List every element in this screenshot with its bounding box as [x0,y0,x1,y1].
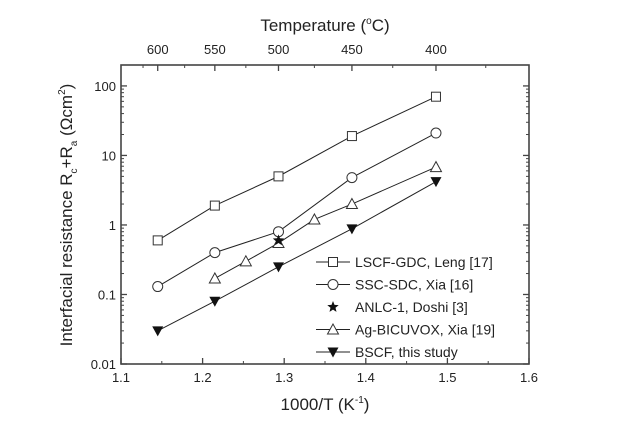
top-tick-label: 400 [425,42,447,57]
x-tick-label: 1.2 [194,370,212,385]
series-4 [152,177,442,337]
y-tick-label: 1 [109,218,116,233]
top-tick-label: 500 [268,42,290,57]
legend-label: SSC-SDC, Xia [16] [355,277,473,293]
data-point [272,234,285,246]
legend-marker [327,279,339,290]
legend-item: BSCF, this study [316,344,458,360]
top-tick-label: 550 [204,42,226,57]
x-tick-label: 1.3 [275,370,293,385]
y-axis-title: Interfacial resistance Rc+Ra (Ωcm2) [57,84,80,347]
x-tick-label: 1.4 [357,370,375,385]
data-point [152,326,164,337]
series-1 [152,127,442,293]
data-point [209,200,220,211]
legend-label: BSCF, this study [355,344,458,360]
x-axis-title: 1000/T (K-1) [281,395,370,414]
data-point [209,296,221,307]
data-point [430,91,441,102]
legend-label: ANLC-1, Doshi [3] [355,299,468,315]
data-point [239,254,253,267]
data-point [152,235,163,246]
data-point [430,127,442,139]
legend-item: ANLC-1, Doshi [3] [327,299,468,315]
legend-item: Ag-BICUVOX, Xia [19] [316,322,495,338]
data-point [208,271,222,284]
legend-item: SSC-SDC, Xia [16] [316,277,473,293]
legend-item: LSCF-GDC, Leng [17] [316,254,493,270]
data-point [345,197,359,210]
legend-marker [327,347,339,358]
y-tick-label: 10 [102,148,116,163]
top-axis-title: Temperature (oC) [260,16,389,35]
series-3 [208,160,443,284]
legend-marker [328,257,338,267]
data-point [430,177,442,188]
data-point [273,171,284,182]
y-tick-label: 0.1 [98,287,116,302]
legend-label: Ag-BICUVOX, Xia [19] [355,322,495,338]
legend-marker [327,301,339,312]
data-point [429,160,443,173]
plot-frame [120,64,530,365]
data-point [346,172,358,184]
series-2 [272,234,285,246]
series-line [214,166,437,279]
series-line [157,96,437,241]
top-tick-label: 450 [341,42,363,57]
data-point [308,212,321,225]
x-tick-label: 1.5 [438,370,456,385]
legend: LSCF-GDC, Leng [17] SSC-SDC, Xia [16] ANLC… [316,254,495,360]
top-tick-label: 600 [147,42,169,57]
y-tick-label: 0.01 [91,357,116,372]
series-0 [152,91,441,246]
y-tick-label: 100 [94,79,116,94]
data-point [346,131,357,142]
legend-marker [326,322,340,335]
x-tick-label: 1.1 [112,370,130,385]
data-point [209,247,221,259]
data-point [346,224,358,235]
x-tick-label: 1.6 [520,370,538,385]
data-point [152,281,164,293]
data-point [272,262,284,273]
legend-label: LSCF-GDC, Leng [17] [355,254,493,270]
